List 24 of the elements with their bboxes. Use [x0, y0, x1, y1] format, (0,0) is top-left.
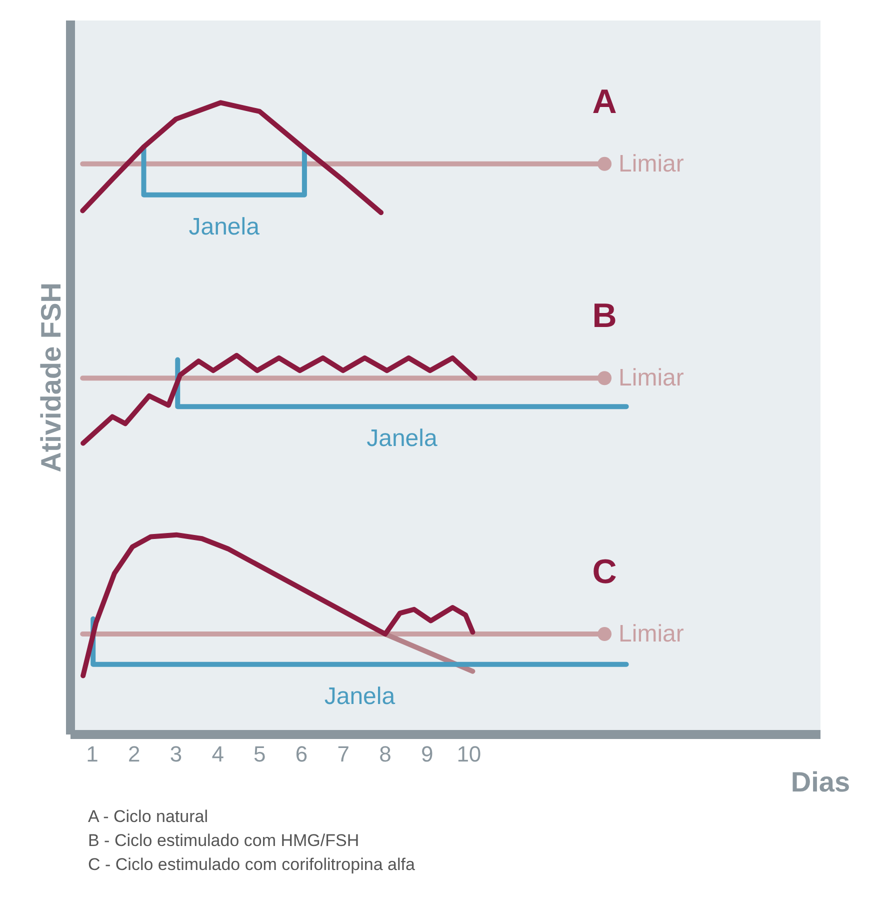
x-tick-label: 9 [420, 742, 434, 766]
series-label: Janela [366, 425, 438, 452]
text: A - Ciclo natural [88, 807, 208, 826]
series-label: Limiar [618, 150, 684, 178]
annotation: B [592, 297, 617, 336]
text: C - Ciclo estimulado com corifolitropina alfa [88, 855, 415, 874]
x-tick-label: 3 [170, 742, 182, 766]
x-tick-label: 10 [456, 742, 482, 766]
series-label: Limiar [618, 364, 684, 392]
annotation: C [592, 553, 617, 592]
x-tick-label: 1 [86, 742, 98, 766]
series-label: Janela [188, 213, 260, 240]
series-label: Limiar [618, 620, 684, 648]
y-axis-title: Atividade FSH [36, 282, 66, 472]
text: B - Ciclo estimulado com HMG/FSH [88, 831, 360, 850]
x-tick-label: 7 [337, 742, 350, 766]
x-tick-label: 4 [212, 742, 224, 766]
series-label: Janela [324, 682, 396, 710]
x-tick-label: 5 [254, 742, 266, 766]
x-tick-label: 2 [128, 742, 140, 766]
annotation: A [592, 82, 617, 121]
x-tick-label: 6 [295, 742, 308, 766]
x-tick-label: 8 [379, 742, 392, 766]
x-axis-title: Dias [790, 766, 850, 798]
